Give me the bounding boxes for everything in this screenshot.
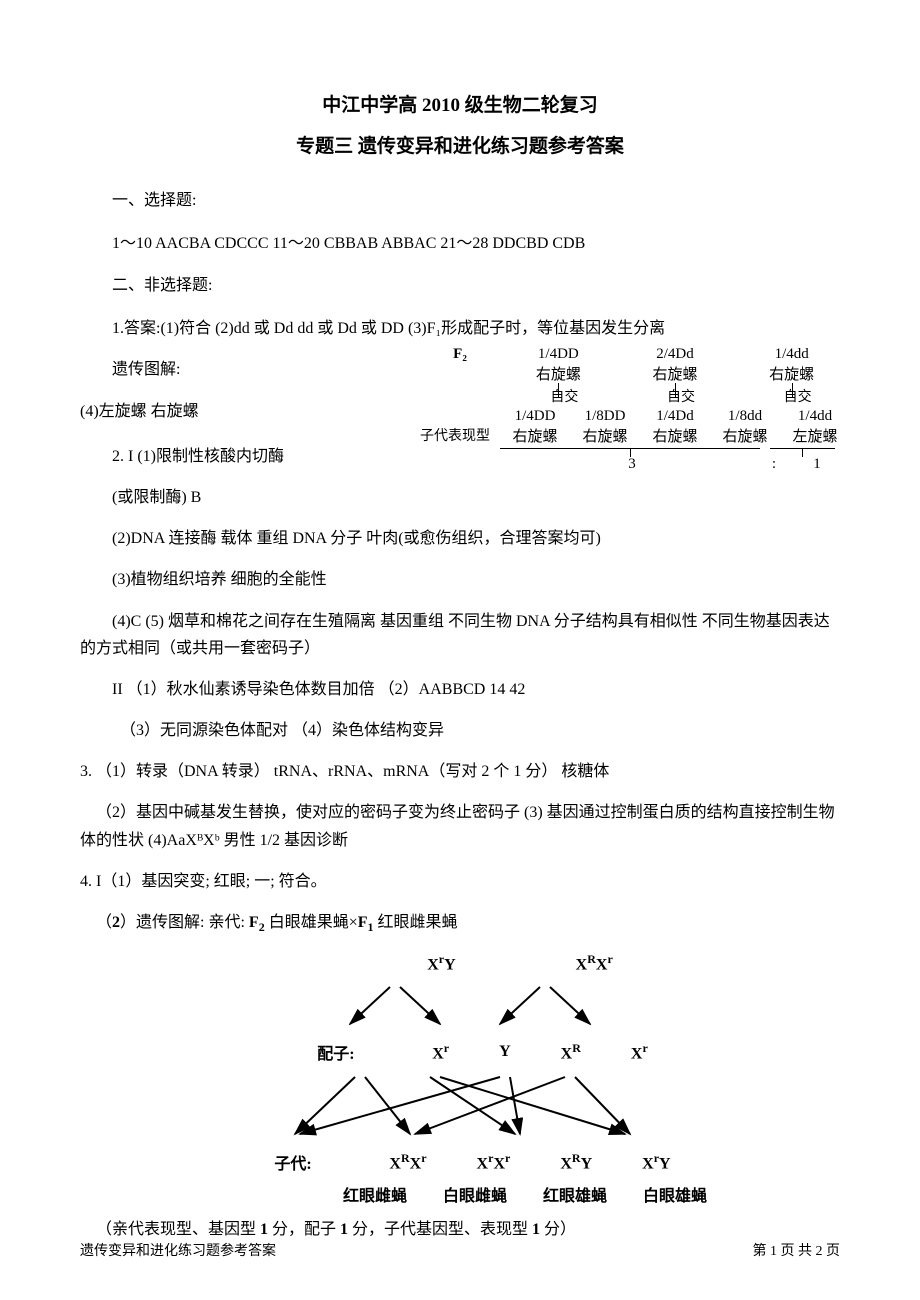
- punnett-pheno-2: 右旋螺: [733, 363, 850, 384]
- gamete-label: 配子:: [317, 1040, 407, 1064]
- off-pheno-3: 白眼雄蝇: [643, 1182, 707, 1206]
- offspring-geno-1: 1/8DD: [570, 408, 640, 425]
- q3-line2: （2）基因中碱基发生替换，使对应的密码子变为终止密码子 (3) 基因通过控制蛋白…: [80, 799, 840, 853]
- punnett-pheno-1: 右旋螺: [617, 363, 734, 384]
- offspring-pheno-0: 右旋螺: [500, 425, 570, 446]
- gamete-2: XR: [561, 1041, 581, 1063]
- section-2-header: 二、非选择题:: [80, 271, 840, 295]
- q1-line1: 1.答案:(1)符合 (2)dd 或 Dd dd 或 Dd 或 DD (3)F₁…: [80, 315, 840, 342]
- q2-II-line1: II （1）秋水仙素诱导染色体数目加倍 （2）AABBCD 14 42: [80, 676, 840, 703]
- footer-right: 第 1 页 共 2 页: [753, 1240, 841, 1260]
- self-cross-2: 自交: [784, 390, 812, 405]
- gamete-1: Y: [499, 1043, 511, 1061]
- offspring-geno-3: 1/8dd: [710, 408, 780, 425]
- q2-II-line2: （3）无同源染色体配对 （4）染色体结构变异: [80, 717, 840, 744]
- section-1-header: 一、选择题:: [80, 186, 840, 210]
- offspring-pheno-3: 右旋螺: [710, 425, 780, 446]
- off-geno-3: XrY: [642, 1151, 670, 1173]
- q4-line1: 4. I（1）基因突变; 红眼; 一; 符合。: [80, 868, 840, 895]
- offspring-pheno-1: 右旋螺: [570, 425, 640, 446]
- parent-0: XrY: [427, 952, 455, 974]
- offspring-pheno-2: 右旋螺: [640, 425, 710, 446]
- title-line-2: 专题三 遗传变异和进化练习题参考答案: [80, 131, 840, 158]
- ratio-1: 1: [784, 456, 850, 473]
- parent-1: XRXr: [576, 952, 613, 974]
- f2-label: F₂: [420, 346, 500, 363]
- page-footer: 遗传变异和进化练习题参考答案 第 1 页 共 2 页: [80, 1240, 840, 1260]
- q3-line1: 3. （1）转录（DNA 转录） tRNA、rRNA、mRNA（写对 2 个 1…: [80, 758, 840, 785]
- gamete-3: Xr: [631, 1041, 648, 1063]
- footer-left: 遗传变异和进化练习题参考答案: [80, 1240, 276, 1260]
- punnett-square: F₂ 1/4DD 2/4Dd 1/4dd 右旋螺 右旋螺 右旋螺 自交 自交 自…: [420, 346, 850, 473]
- punnett-top-1: 2/4Dd: [617, 346, 734, 363]
- offspring-label: 子代表现型: [420, 425, 500, 446]
- q2-line5: (4)C (5) 烟草和棉花之间存在生殖隔离 基因重组 不同生物 DNA 分子结…: [80, 608, 840, 662]
- q1-line2: 遗传图解:: [80, 356, 420, 383]
- offspring-pheno-4: 左旋螺: [780, 425, 850, 446]
- punnett-top-2: 1/4dd: [733, 346, 850, 363]
- off-pheno-0: 红眼雌蝇: [343, 1182, 407, 1206]
- self-cross-0: 自交: [550, 390, 578, 405]
- offspring-arrows: [210, 1072, 710, 1142]
- off-geno-2: XRY: [560, 1151, 592, 1173]
- q2-line3: (2)DNA 连接酶 载体 重组 DNA 分子 叶肉(或愈伤组织，合理答案均可): [80, 525, 840, 552]
- q1-punnett-container: 遗传图解: (4)左旋螺 右旋螺 2. I (1)限制性核酸内切酶 (或限制酶)…: [80, 356, 840, 511]
- self-cross-1: 自交: [667, 390, 695, 405]
- parent-arrows: [250, 982, 670, 1032]
- punnett-top-0: 1/4DD: [500, 346, 617, 363]
- title-line-1: 中江中学高 2010 级生物二轮复习: [80, 90, 840, 117]
- q2-line1: 2. I (1)限制性核酸内切酶: [80, 443, 420, 470]
- q2-line4: (3)植物组织培养 细胞的全能性: [80, 566, 840, 593]
- mc-answers: 1～10 AACBA CDCCC 11～20 CBBAB ABBAC 21～28…: [80, 230, 840, 257]
- offspring-label-cross: 子代:: [274, 1150, 364, 1174]
- q2-line2: (或限制酶) B: [80, 484, 420, 511]
- off-geno-0: XRXr: [389, 1151, 426, 1173]
- offspring-geno-2: 1/4Dd: [640, 408, 710, 425]
- q4-line2: （2）遗传图解: 亲代: F2 白眼雄果蝇×F1 红眼雌果蝇: [80, 909, 840, 938]
- ratio-3: 3: [500, 456, 764, 473]
- off-pheno-1: 白眼雌蝇: [443, 1182, 507, 1206]
- off-pheno-2: 红眼雄蝇: [543, 1182, 607, 1206]
- offspring-geno-0: 1/4DD: [500, 408, 570, 425]
- genetic-cross-diagram: XrY XRXr 配子: Xr Y XR Xr 子代: XRXr Xr: [80, 952, 840, 1206]
- offspring-geno-4: 1/4dd: [780, 408, 850, 425]
- q1-line3: (4)左旋螺 右旋螺: [80, 398, 420, 425]
- ratio-colon: :: [764, 456, 784, 473]
- punnett-pheno-0: 右旋螺: [500, 363, 617, 384]
- gamete-0: Xr: [432, 1041, 449, 1063]
- off-geno-1: XrXr: [477, 1151, 511, 1173]
